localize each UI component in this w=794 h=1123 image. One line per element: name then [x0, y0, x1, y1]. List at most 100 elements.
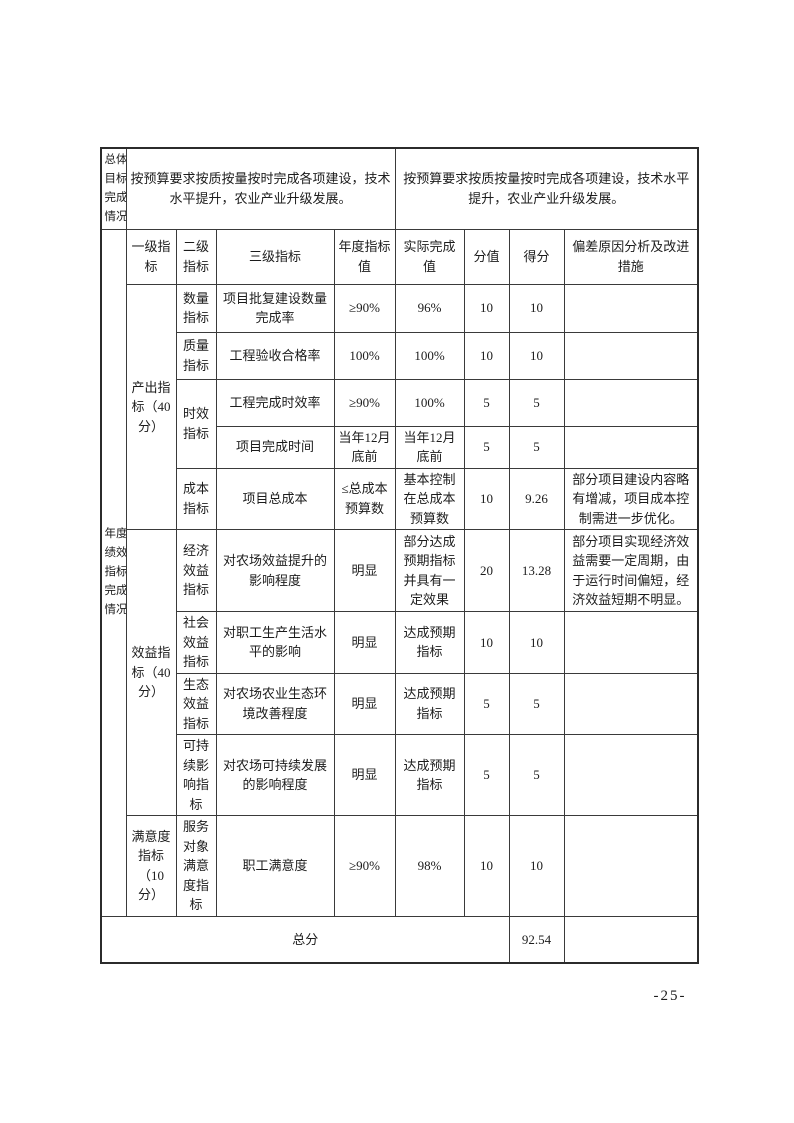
deviation-sustainable-cell: [563, 734, 699, 816]
score-max-cost-cell: 10: [463, 467, 510, 530]
level2-satisfaction-cell: 服务对象满意度指标: [175, 815, 217, 917]
level1-satisfaction-indicator-cell: 满意度指标（10分）: [125, 815, 177, 917]
deviation-economic-cell: 部分项目实现经济效益需要一定周期，由于运行时间偏短，经济效益短期不明显。: [563, 529, 699, 612]
total-score-row: 总分 92.54: [100, 915, 699, 964]
annual-value-cost-cell: ≤总成本预算数: [333, 467, 396, 530]
annual-value-quality-cell: 100%: [333, 331, 396, 380]
total-score-label: 总分: [100, 915, 510, 964]
score-satisfaction-cell: 10: [508, 815, 565, 917]
total-score-value: 92.54: [508, 915, 565, 964]
level2-sustainable-cell: 可持续影响指标: [175, 734, 217, 816]
actual-value-ecological-cell: 达成预期指标: [394, 672, 465, 735]
actual-value-social-cell: 达成预期指标: [394, 611, 465, 674]
score-max-completion-time-cell: 5: [463, 425, 510, 469]
actual-value-satisfaction-cell: 98%: [394, 815, 465, 917]
level3-timeliness-rate-cell: 工程完成时效率: [215, 378, 335, 427]
score-max-quality-cell: 10: [463, 331, 510, 380]
level3-economic-cell: 对农场效益提升的影响程度: [215, 529, 335, 612]
actual-value-cost-cell: 基本控制在总成本预算数: [394, 467, 465, 530]
actual-value-timeliness-rate-cell: 100%: [394, 378, 465, 427]
row-completion-time: 项目完成时间 当年12月底前 当年12月底前 5 5: [101, 425, 699, 469]
total-deviation-cell: [563, 915, 699, 964]
level1-output-indicator-cell: 产出指标（40分）: [125, 283, 177, 530]
row-economic-benefit: 效益指标（40分） 经济效益指标 对农场效益提升的影响程度 明显 部分达成预期指…: [101, 529, 699, 816]
col-header-score-max: 分值: [463, 228, 510, 285]
col-header-deviation: 偏差原因分析及改进措施: [563, 228, 699, 285]
actual-value-completion-time-cell: 当年12月底前: [394, 425, 465, 469]
score-economic-cell: 13.28: [508, 529, 565, 612]
score-quantity-cell: 10: [508, 283, 565, 333]
score-cost-cell: 9.26: [508, 467, 565, 530]
level3-social-cell: 对职工生产生活水平的影响: [215, 611, 335, 674]
level3-ecological-cell: 对农场农业生态环境改善程度: [215, 672, 335, 735]
score-ecological-cell: 5: [508, 672, 565, 735]
deviation-cost-cell: 部分项目建设内容略有增减，项目成本控制需进一步优化。: [563, 467, 699, 530]
annual-value-ecological-cell: 明显: [333, 672, 396, 735]
overall-goal-row: 总体目标完成情况 按预算要求按质按量按时完成各项建设，技术水平提升，农业产业升级…: [100, 147, 699, 230]
deviation-satisfaction-cell: [563, 815, 699, 917]
level2-cost-cell: 成本指标: [175, 467, 217, 530]
overall-goal-row-header-text: 总体目标完成情况: [104, 153, 126, 223]
score-max-quantity-cell: 10: [463, 283, 510, 333]
deviation-quality-cell: [563, 331, 699, 380]
col-header-level1: 一级指标: [125, 228, 177, 285]
score-max-sustainable-cell: 5: [463, 734, 510, 816]
annual-value-completion-time-cell: 当年12月底前: [333, 425, 396, 469]
actual-value-quality-cell: 100%: [394, 331, 465, 380]
row-quality-indicator: 质量指标 工程验收合格率 100% 100% 10 10: [101, 331, 699, 380]
overall-goal-target-cell: 按预算要求按质按量按时完成各项建设，技术水平提升，农业产业升级发展。: [125, 147, 396, 230]
col-header-score: 得分: [508, 228, 565, 285]
level2-quantity-cell: 数量指标: [175, 283, 217, 333]
row-timeliness-rate: 时效指标 工程完成时效率 ≥90% 100% 5 5: [101, 378, 699, 469]
row-sustainable-impact: 可持续影响指标 对农场可持续发展的影响程度 明显 达成预期指标 5 5: [101, 734, 699, 816]
row-ecological-benefit: 生态效益指标 对农场农业生态环境改善程度 明显 达成预期指标 5 5: [101, 672, 699, 735]
deviation-social-cell: [563, 611, 699, 674]
level3-quality-cell: 工程验收合格率: [215, 331, 335, 380]
score-max-social-cell: 10: [463, 611, 510, 674]
annual-value-satisfaction-cell: ≥90%: [333, 815, 396, 917]
row-satisfaction-indicator: 满意度指标（10分） 服务对象满意度指标 职工满意度 ≥90% 98% 10 1…: [101, 815, 699, 917]
actual-value-economic-cell: 部分达成预期指标并具有一定效果: [394, 529, 465, 612]
score-timeliness-rate-cell: 5: [508, 378, 565, 427]
score-max-economic-cell: 20: [463, 529, 510, 612]
level2-economic-cell: 经济效益指标: [175, 529, 217, 612]
level2-social-cell: 社会效益指标: [175, 611, 217, 674]
score-completion-time-cell: 5: [508, 425, 565, 469]
actual-value-sustainable-cell: 达成预期指标: [394, 734, 465, 816]
annual-value-quantity-cell: ≥90%: [333, 283, 396, 333]
actual-value-quantity-cell: 96%: [394, 283, 465, 333]
level3-completion-time-cell: 项目完成时间: [215, 425, 335, 469]
deviation-timeliness-rate-cell: [563, 378, 699, 427]
annual-indicator-row-header-text: 年度绩效指标完成情况: [104, 528, 126, 616]
row-social-benefit: 社会效益指标 对职工生产生活水平的影响 明显 达成预期指标 10 10: [101, 611, 699, 674]
score-max-ecological-cell: 5: [463, 672, 510, 735]
deviation-ecological-cell: [563, 672, 699, 735]
overall-goal-actual-cell: 按预算要求按质按量按时完成各项建设，技术水平提升，农业产业升级发展。: [394, 147, 699, 230]
annual-value-timeliness-rate-cell: ≥90%: [333, 378, 396, 427]
col-header-level2: 二级指标: [175, 228, 217, 285]
overall-goal-row-header: 总体目标完成情况: [100, 147, 127, 230]
annual-value-economic-cell: 明显: [333, 529, 396, 612]
score-social-cell: 10: [508, 611, 565, 674]
score-quality-cell: 10: [508, 331, 565, 380]
level3-sustainable-cell: 对农场可持续发展的影响程度: [215, 734, 335, 816]
page-number: -25-: [653, 988, 687, 1004]
performance-evaluation-table: 总体目标完成情况 按预算要求按质按量按时完成各项建设，技术水平提升，农业产业升级…: [100, 147, 700, 964]
deviation-completion-time-cell: [563, 425, 699, 469]
level1-benefit-indicator-cell: 效益指标（40分）: [125, 529, 177, 816]
level3-quantity-cell: 项目批复建设数量完成率: [215, 283, 335, 333]
score-max-satisfaction-cell: 10: [463, 815, 510, 917]
col-header-level3: 三级指标: [215, 228, 335, 285]
row-cost-indicator: 成本指标 项目总成本 ≤总成本预算数 基本控制在总成本预算数 10 9.26 部…: [101, 467, 699, 530]
col-header-actual-value: 实际完成值: [394, 228, 465, 285]
level3-cost-cell: 项目总成本: [215, 467, 335, 530]
col-header-annual-value: 年度指标值: [333, 228, 396, 285]
level3-satisfaction-cell: 职工满意度: [215, 815, 335, 917]
level2-ecological-cell: 生态效益指标: [175, 672, 217, 735]
indicator-header-row: 年度绩效指标完成情况 一级指标 二级指标 三级指标 年度指标值 实际完成值 分值…: [100, 228, 699, 917]
level2-timeliness-cell: 时效指标: [175, 378, 217, 469]
row-quantity-indicator: 产出指标（40分） 数量指标 项目批复建设数量完成率 ≥90% 96% 10 1…: [101, 283, 699, 530]
annual-indicator-row-header: 年度绩效指标完成情况: [100, 228, 127, 917]
annual-value-social-cell: 明显: [333, 611, 396, 674]
